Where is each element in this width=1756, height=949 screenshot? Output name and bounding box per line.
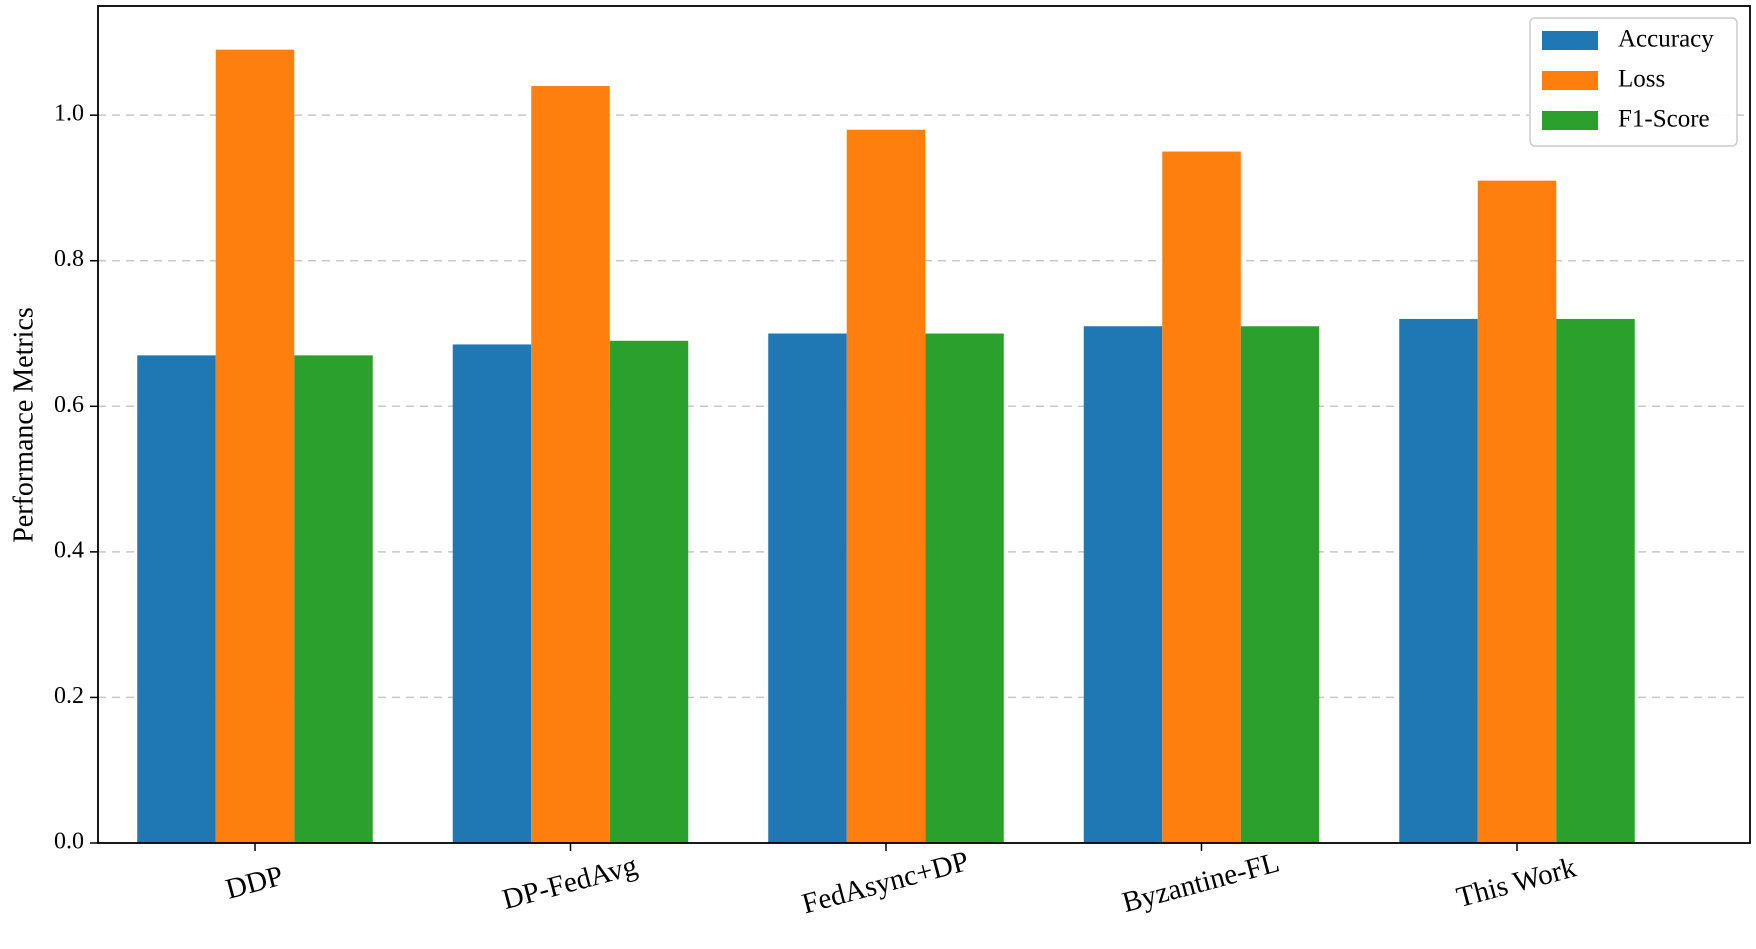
y-tick-label: 0.6 xyxy=(54,392,84,418)
y-tick-label: 0.0 xyxy=(54,829,84,855)
y-tick-label: 0.2 xyxy=(54,683,84,709)
bar-f1-score-this-work xyxy=(1556,318,1635,843)
bar-loss-dp-fedavg xyxy=(531,86,610,844)
x-tick-label: DP-FedAvg xyxy=(499,849,641,916)
x-tick-label: Byzantine-FL xyxy=(1119,846,1283,919)
x-tick-label: DDP xyxy=(222,860,286,906)
plot-frame xyxy=(97,5,1751,844)
x-tick-label: This Work xyxy=(1453,851,1580,914)
bar-accuracy-this-work xyxy=(1399,318,1478,843)
legend-label: F1-Score xyxy=(1618,106,1710,133)
legend-swatch xyxy=(1542,31,1598,50)
legend-swatch xyxy=(1542,71,1598,90)
bar-f1-score-byzantine-fl xyxy=(1240,326,1320,843)
y-axis-label: Performance Metrics xyxy=(8,307,39,543)
bar-loss-fedasync-dp xyxy=(846,129,926,843)
bar-f1-score-dp-fedavg xyxy=(609,340,689,843)
x-tick-label: FedAsync+DP xyxy=(799,845,972,920)
legend-label: Accuracy xyxy=(1618,26,1714,53)
legend: Accuracy Loss F1-Score xyxy=(1529,17,1738,147)
bar-accuracy-byzantine-fl xyxy=(1083,326,1163,843)
y-tick-label: 0.8 xyxy=(54,246,84,272)
bar-loss-ddp xyxy=(215,49,295,844)
bar-loss-byzantine-fl xyxy=(1162,151,1241,844)
axes xyxy=(90,5,1751,851)
y-tick-label: 0.4 xyxy=(54,537,84,563)
bars xyxy=(137,49,1635,844)
bar-f1-score-ddp xyxy=(294,355,373,843)
bar-loss-this-work xyxy=(1477,180,1557,844)
bar-accuracy-ddp xyxy=(137,355,216,843)
y-tick-label: 1.0 xyxy=(54,101,84,127)
bar-accuracy-dp-fedavg xyxy=(452,344,532,843)
legend-label: Loss xyxy=(1618,66,1665,93)
bar-f1-score-fedasync-dp xyxy=(925,333,1004,843)
bar-accuracy-fedasync-dp xyxy=(768,333,847,843)
legend-swatch xyxy=(1542,111,1598,130)
